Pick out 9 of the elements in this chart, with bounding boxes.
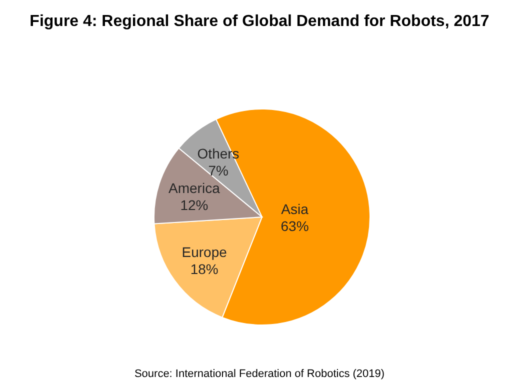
slice-label: America (168, 180, 220, 196)
chart-title: Figure 4: Regional Share of Global Demand for Robots, 2017 (30, 13, 490, 30)
slice-label: Europe (182, 244, 228, 260)
data-label: 18% (190, 260, 218, 277)
data-label: 7% (208, 162, 228, 179)
data-label: 12% (180, 196, 208, 213)
slice-label: Asia (281, 200, 309, 217)
source-note: Source: International Federation of Robotics (2019) (134, 368, 385, 380)
data-label: 63% (280, 218, 309, 234)
